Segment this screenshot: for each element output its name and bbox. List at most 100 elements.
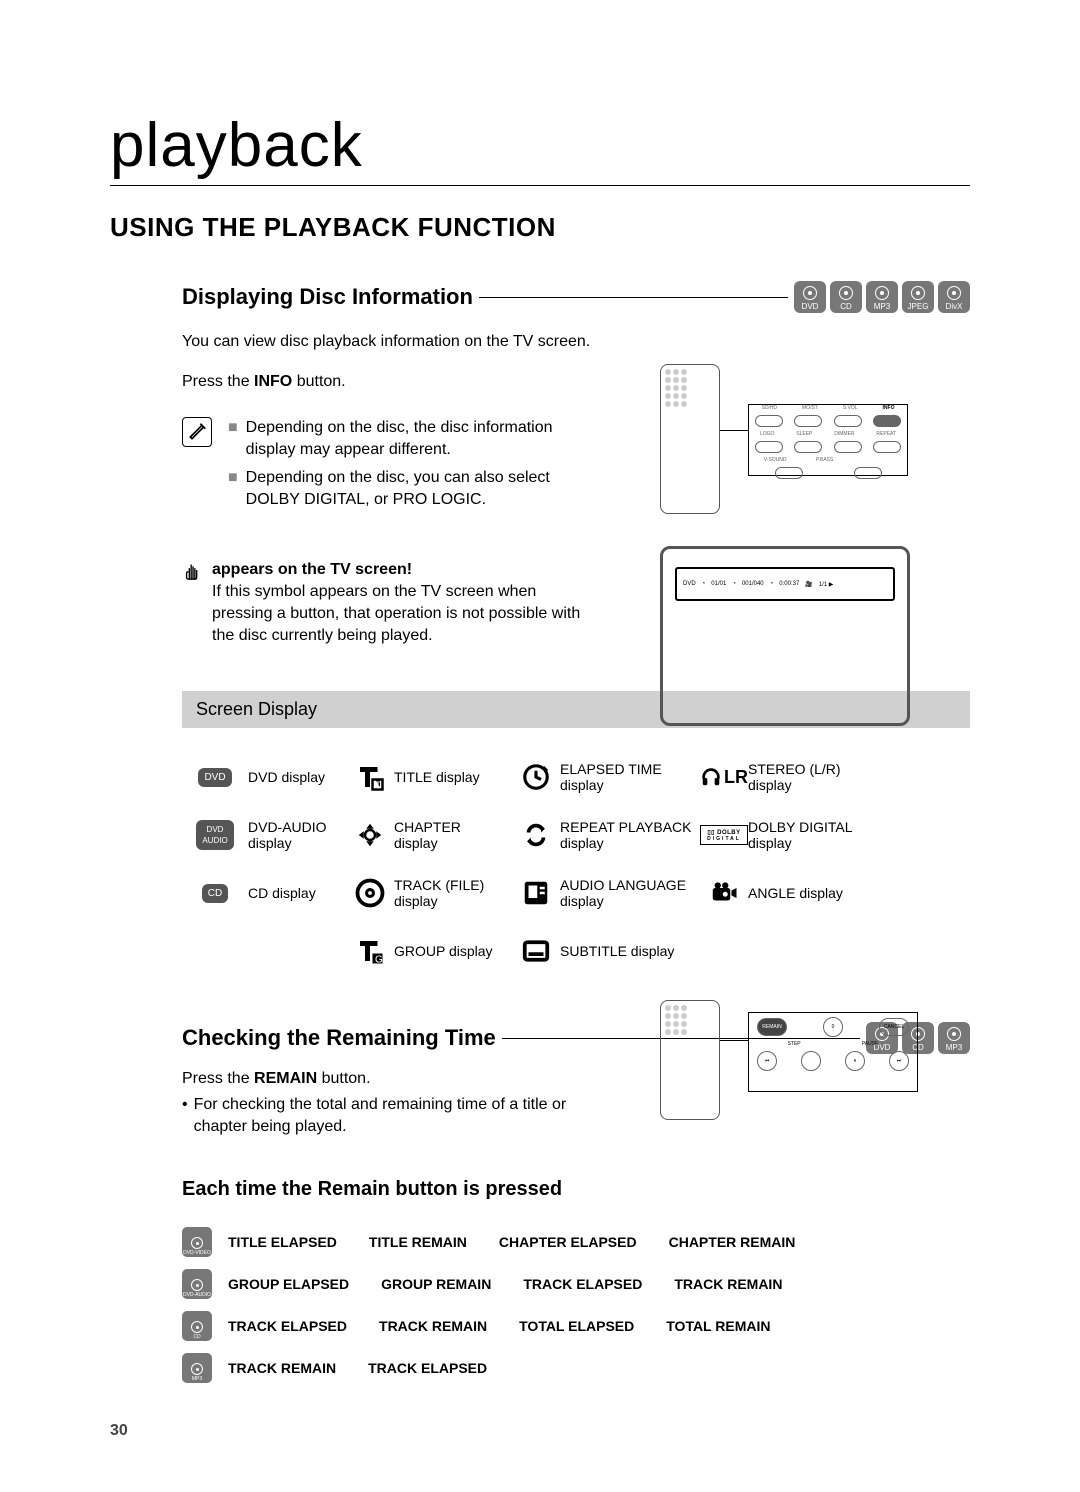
sec2-title: Checking the Remaining Time — [182, 1025, 496, 1051]
press-btn: INFO — [254, 373, 292, 390]
seq-item: TRACK REMAIN — [228, 1360, 336, 1376]
remain-section: Press the REMAIN button. •For checking t… — [182, 1068, 622, 1138]
seq-item: TOTAL REMAIN — [666, 1318, 770, 1334]
clock-icon — [521, 762, 551, 792]
sd-label: SUBTITLE display — [560, 943, 700, 959]
seq-item: TRACK REMAIN — [674, 1276, 782, 1292]
chapter-title: playback — [110, 110, 970, 181]
note-2: Depending on the disc, you can also sele… — [246, 467, 588, 511]
tv-illustration: DVD ◔01/01 ◔001/040 ◔0:00:37 🎥1/1 ▶ — [660, 546, 910, 726]
zero-btn: 0 — [823, 1017, 843, 1037]
sec1-intro: You can view disc playback information o… — [182, 331, 642, 353]
seq-badge: CD — [182, 1311, 212, 1341]
section-heading: USING THE PLAYBACK FUNCTION — [110, 212, 970, 243]
subtitle-icon — [521, 936, 551, 966]
sd-label: STEREO (L/R) display — [748, 761, 858, 793]
badge-label: CD — [840, 302, 852, 311]
angle-icon — [709, 878, 739, 908]
sd-label: GROUP display — [394, 943, 512, 959]
seq-row: MP3 TRACK REMAIN TRACK ELAPSED — [182, 1347, 970, 1389]
seq-item: TOTAL ELAPSED — [519, 1318, 634, 1334]
sd-label: TITLE display — [394, 769, 512, 785]
seq-badge: DVD-VIDEO — [182, 1227, 212, 1257]
press-pre: Press the — [182, 1070, 254, 1087]
seq-item: GROUP ELAPSED — [228, 1276, 349, 1292]
sd-label: CHAPTER display — [394, 819, 512, 851]
page-number: 30 — [110, 1422, 128, 1440]
sd-label: REPEAT PLAYBACK display — [560, 819, 700, 851]
remote-detail: SD/HDMO/STS.VOLINFO LOGOSLEEPDIMMERREPEA… — [748, 404, 908, 476]
seq-item: CHAPTER REMAIN — [669, 1234, 796, 1250]
sec1-press: Press the INFO button. — [182, 371, 642, 393]
press-pre: Press the — [182, 373, 254, 390]
badge-label: MP3 — [946, 1043, 962, 1052]
tv-bar-2: 001/040 — [742, 581, 764, 587]
seq-item: TRACK ELAPSED — [523, 1276, 642, 1292]
note-list: ■Depending on the disc, the disc informa… — [228, 417, 588, 517]
badge-label: MP3 — [874, 302, 890, 311]
badge-mp3: MP3 — [866, 281, 898, 313]
badge-label: JPEG — [908, 302, 929, 311]
remain-btn: REMAIN — [757, 1018, 787, 1036]
tv-bold: appears on the TV screen! — [212, 561, 412, 578]
chapter-icon — [355, 820, 385, 850]
sd-label: DVD-AUDIO display — [248, 819, 346, 851]
sub3-heading: Each time the Remain button is pressed — [182, 1178, 970, 1201]
sd-label: DOLBY DIGITAL display — [748, 819, 858, 851]
remote-illustration-2 — [660, 1000, 720, 1120]
seq-item: TRACK REMAIN — [379, 1318, 487, 1334]
sd-label: TRACK (FILE) display — [394, 877, 512, 909]
seq-badge: MP3 — [182, 1353, 212, 1383]
tv-text: appears on the TV screen! If this symbol… — [212, 559, 592, 647]
seq-item: TRACK ELAPSED — [228, 1318, 347, 1334]
headphone-lr-icon: LR — [700, 766, 748, 788]
sd-row: DVDAUDIO DVD-AUDIO display CHAPTER displ… — [182, 806, 970, 864]
badge-jpeg: JPEG — [902, 281, 934, 313]
audio-lang-icon — [521, 878, 551, 908]
title-icon: T — [355, 762, 385, 792]
hand-icon — [182, 559, 204, 581]
tv-bar-3: 0:00:37 — [779, 581, 799, 587]
tv-bar-1: 01/01 — [711, 581, 726, 587]
note-1: Depending on the disc, the disc informat… — [246, 417, 588, 461]
note-icon — [182, 417, 212, 447]
press-post: button. — [317, 1070, 370, 1087]
tv-bar-0: DVD — [683, 581, 696, 587]
badge-divx: DivX — [938, 281, 970, 313]
sd-row: CD CD display TRACK (FILE) display AUDIO… — [182, 864, 970, 922]
pill-dvd-audio: DVDAUDIO — [196, 820, 233, 850]
screen-display-table: DVD DVD display T TITLE display ELAPSED … — [182, 748, 970, 980]
seq-row: CD TRACK ELAPSED TRACK REMAIN TOTAL ELAP… — [182, 1305, 970, 1347]
callout-line-2 — [720, 1040, 748, 1041]
sec1-title: Displaying Disc Information — [182, 284, 473, 310]
badge-cd: CD — [830, 281, 862, 313]
sd-label: ANGLE display — [748, 885, 858, 901]
seq-badge: DVD-AUDIO — [182, 1269, 212, 1299]
badge-mp3: MP3 — [938, 1022, 970, 1054]
rule — [110, 185, 970, 186]
remain-bullet: For checking the total and remaining tim… — [194, 1094, 622, 1138]
sd-label: CD display — [248, 885, 346, 901]
repeat-icon — [521, 820, 551, 850]
sd-row: G GROUP display SUBTITLE display — [182, 922, 970, 980]
sd-row: DVD DVD display T TITLE display ELAPSED … — [182, 748, 970, 806]
lr-text: LR — [724, 767, 748, 788]
seq-item: GROUP REMAIN — [381, 1276, 491, 1292]
track-icon — [355, 878, 385, 908]
group-icon: G — [355, 936, 385, 966]
badge-dvd: DVD — [794, 281, 826, 313]
seq-row: DVD-VIDEO TITLE ELAPSED TITLE REMAIN CHA… — [182, 1221, 970, 1263]
badge-label: DVD — [802, 302, 819, 311]
tv-bar-4: 1/1 ▶ — [819, 581, 834, 588]
seq-item: TITLE ELAPSED — [228, 1234, 337, 1250]
callout-line — [720, 430, 748, 431]
remote-illustration — [660, 364, 720, 514]
remote-detail-2: REMAIN 0 CANCEL STEPPAUSE ⏮ ⏸ ⏭ — [748, 1012, 918, 1092]
sec1-header-row: Displaying Disc Information DVD CD MP3 J… — [182, 281, 970, 313]
cancel-btn: CANCEL — [879, 1018, 909, 1036]
svg-text:G: G — [375, 954, 383, 965]
pill-dvd: DVD — [198, 768, 231, 787]
sec1-badges: DVD CD MP3 JPEG DivX — [794, 281, 970, 313]
badge-label: DivX — [946, 302, 963, 311]
pill-cd: CD — [202, 884, 228, 903]
